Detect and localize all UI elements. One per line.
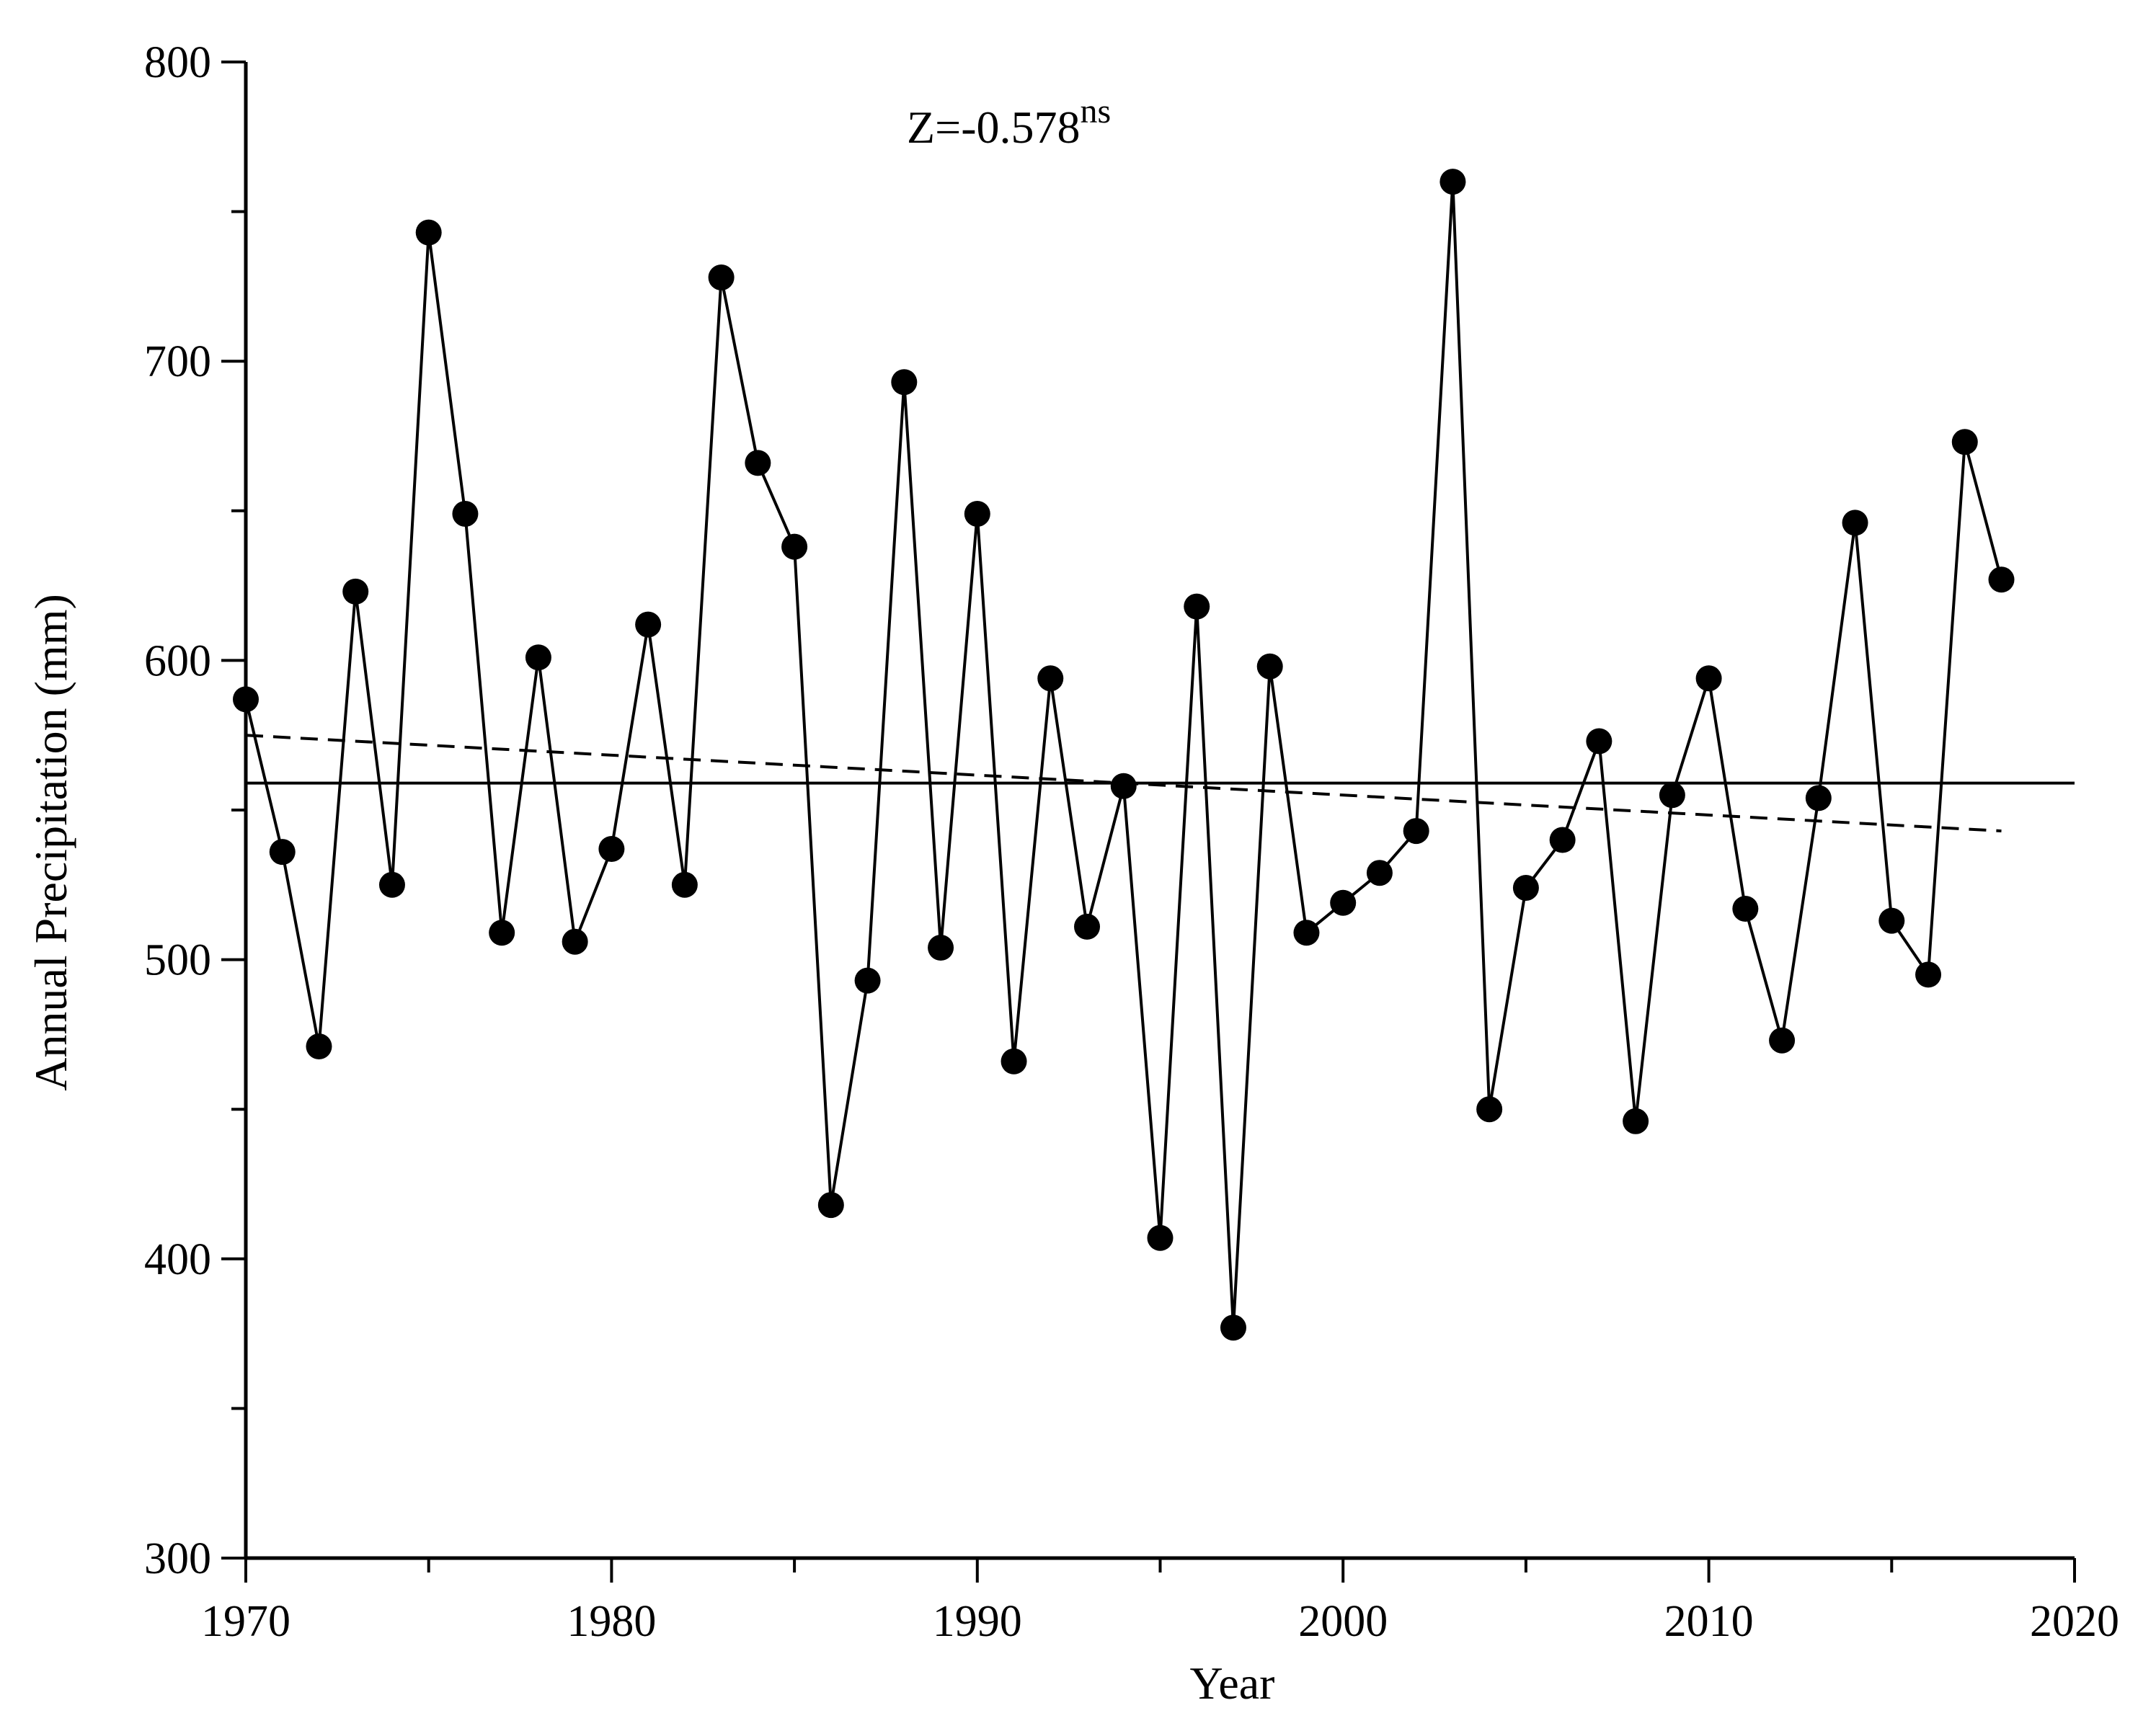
- data-point: [1439, 169, 1466, 195]
- data-point: [1988, 566, 2015, 593]
- y-tick-label: 600: [144, 636, 211, 685]
- data-point: [817, 1192, 844, 1219]
- data-point: [1366, 860, 1393, 886]
- data-point: [1586, 728, 1612, 755]
- data-point: [1147, 1224, 1174, 1251]
- data-point: [1695, 665, 1722, 692]
- data-point: [233, 686, 259, 713]
- x-tick-label: 1990: [933, 1597, 1022, 1646]
- x-tick-label: 2010: [1664, 1597, 1754, 1646]
- data-point: [1878, 907, 1905, 934]
- labels: 300 400 500 600 700 800 1970 1980 1990 2000 2010 20…: [25, 38, 2119, 1709]
- z-statistic-value: Z=-0.578: [907, 102, 1081, 153]
- data-point: [415, 219, 442, 246]
- data-point: [1732, 896, 1759, 922]
- y-tick-label: 500: [144, 936, 211, 985]
- data-point: [1805, 785, 1832, 811]
- data-point: [1256, 653, 1283, 680]
- data-point: [1220, 1314, 1246, 1341]
- data-point: [489, 920, 515, 946]
- data-point: [708, 264, 735, 290]
- data-point: [928, 934, 954, 961]
- y-axis-title: Annual Precipitation (mm): [25, 594, 76, 1091]
- data-point: [671, 871, 698, 898]
- data-point: [562, 928, 588, 955]
- data-point: [1001, 1048, 1027, 1075]
- data-point: [269, 839, 296, 866]
- data-point: [745, 450, 771, 476]
- x-axis-title: Year: [1190, 1658, 1275, 1709]
- significance-superscript: ns: [1081, 92, 1112, 130]
- data-point: [378, 871, 405, 898]
- data-point: [1659, 782, 1685, 809]
- y-tick-label: 400: [144, 1235, 211, 1284]
- y-tick-label: 700: [144, 337, 211, 386]
- precipitation-series: [233, 169, 2015, 1341]
- data-point: [781, 533, 808, 560]
- y-tick-label: 800: [144, 38, 211, 87]
- x-tick-label: 1970: [201, 1597, 290, 1646]
- data-point: [306, 1033, 332, 1060]
- data-point: [1549, 827, 1576, 853]
- data-point: [1769, 1027, 1796, 1054]
- precipitation-line: [244, 180, 2003, 1330]
- data-point: [1512, 874, 1539, 901]
- data-point: [342, 578, 369, 605]
- x-tick-label: 2020: [2030, 1597, 2119, 1646]
- data-point: [1476, 1096, 1503, 1123]
- data-point: [525, 644, 551, 671]
- data-point: [854, 967, 881, 994]
- data-point: [1293, 920, 1320, 946]
- data-point: [452, 500, 479, 527]
- axes: [221, 61, 2076, 1583]
- data-point: [891, 369, 918, 396]
- data-point: [1915, 961, 1942, 988]
- data-point: [635, 611, 662, 638]
- data-point: [1074, 913, 1101, 940]
- data-point: [1037, 665, 1064, 692]
- data-point: [1623, 1108, 1649, 1134]
- x-tick-label: 2000: [1298, 1597, 1388, 1646]
- data-point: [1842, 510, 1868, 536]
- data-point: [964, 500, 990, 527]
- x-tick-label: 1980: [567, 1597, 656, 1646]
- z-statistic-label: Z=-0.578ns: [907, 92, 1111, 153]
- data-point: [1110, 773, 1137, 799]
- data-point: [598, 835, 625, 862]
- data-point: [1951, 429, 1978, 455]
- y-tick-label: 300: [144, 1534, 211, 1583]
- data-point: [1330, 889, 1357, 916]
- data-point: [1403, 818, 1429, 845]
- data-point: [1184, 593, 1210, 620]
